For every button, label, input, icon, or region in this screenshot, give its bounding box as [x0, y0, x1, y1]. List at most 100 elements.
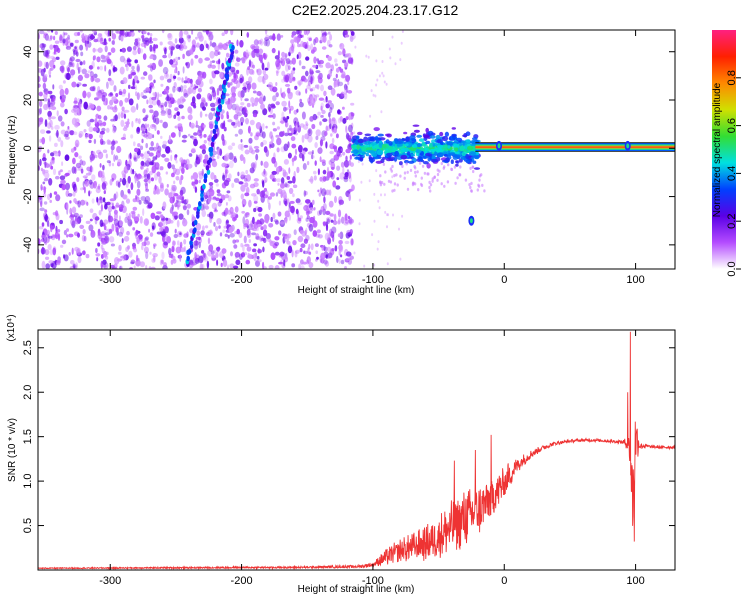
noise-blob — [120, 137, 126, 140]
noise-blob — [221, 62, 225, 70]
noise-blob — [113, 219, 119, 226]
noise-blob — [40, 200, 43, 208]
noise-blob — [153, 43, 156, 52]
noise-blob — [127, 92, 131, 99]
noise-blob — [398, 227, 400, 231]
noise-blob — [162, 140, 168, 146]
noise-blob — [231, 182, 235, 188]
noise-blob — [263, 224, 267, 230]
noise-blob — [225, 101, 231, 105]
noise-blob — [97, 151, 104, 160]
streak-mark — [202, 183, 206, 190]
noise-blob — [184, 76, 188, 81]
cluster-blob — [356, 144, 361, 150]
noise-blob — [111, 202, 114, 210]
noise-blob — [247, 252, 250, 259]
noise-blob — [130, 86, 136, 90]
noise-blob — [338, 240, 343, 245]
noise-blob — [269, 131, 273, 139]
noise-blob — [262, 246, 265, 253]
noise-blob — [167, 32, 173, 41]
noise-blob — [181, 196, 184, 204]
noise-blob — [142, 30, 147, 35]
noise-blob — [327, 100, 332, 104]
cluster-blob — [375, 140, 380, 144]
noise-blob — [333, 127, 337, 133]
cluster-blob — [425, 152, 432, 157]
cluster-blob — [455, 160, 460, 164]
noise-blob — [256, 68, 262, 76]
noise-blob — [133, 75, 139, 84]
noise-blob — [134, 176, 137, 184]
cluster-blob — [350, 145, 356, 149]
noise-blob — [147, 32, 150, 36]
noise-blob — [144, 157, 150, 163]
noise-blob — [108, 228, 113, 234]
noise-blob — [70, 218, 75, 226]
noise-blob — [346, 229, 352, 235]
noise-blob — [385, 82, 388, 86]
noise-blob — [83, 186, 86, 194]
streak-mark — [208, 157, 213, 163]
noise-blob — [143, 37, 150, 43]
noise-blob — [72, 48, 76, 52]
noise-blob — [121, 238, 124, 244]
scatter-blob — [393, 182, 397, 186]
noise-blob — [59, 169, 63, 173]
noise-blob — [122, 88, 127, 95]
noise-blob — [280, 221, 285, 225]
noise-blob — [94, 216, 100, 221]
noise-blob — [106, 57, 111, 63]
noise-blob — [149, 109, 154, 114]
noise-blob — [61, 184, 67, 191]
noise-blob — [76, 168, 82, 172]
noise-blob — [325, 125, 328, 132]
y-tick-label: 0 — [22, 145, 34, 151]
noise-blob — [76, 83, 80, 88]
noise-blob — [302, 261, 308, 265]
noise-blob — [99, 138, 104, 145]
noise-blob — [337, 218, 341, 224]
noise-blob — [136, 127, 141, 134]
scatter-blob — [450, 167, 453, 171]
noise-blob — [65, 72, 71, 80]
noise-blob — [235, 239, 240, 243]
scatter-blob — [429, 189, 432, 193]
noise-blob — [253, 253, 257, 259]
noise-blob — [38, 108, 42, 116]
noise-blob — [76, 108, 82, 116]
scatter-blob — [396, 183, 399, 187]
noise-blob — [347, 57, 353, 64]
noise-blob — [253, 207, 257, 213]
noise-blob — [134, 84, 138, 91]
cluster-blob — [450, 159, 454, 164]
noise-blob — [323, 196, 326, 204]
noise-blob — [215, 197, 220, 202]
noise-blob — [152, 37, 158, 42]
cluster-blob — [435, 147, 443, 153]
noise-blob — [278, 200, 281, 206]
noise-blob — [146, 173, 151, 180]
noise-blob — [348, 193, 352, 202]
cluster-blob — [396, 143, 403, 147]
noise-blob — [233, 72, 237, 79]
noise-blob — [252, 64, 255, 69]
noise-blob — [384, 210, 387, 214]
noise-blob — [287, 127, 290, 134]
scatter-blob — [423, 171, 427, 175]
noise-blob — [91, 198, 95, 204]
noise-blob — [255, 236, 261, 241]
noise-blob — [137, 173, 142, 180]
noise-blob — [176, 200, 182, 204]
noise-blob — [199, 111, 203, 118]
noise-blob — [305, 208, 310, 216]
noise-blob — [269, 141, 273, 145]
noise-blob — [264, 37, 269, 41]
noise-blob — [167, 33, 172, 39]
noise-blob — [288, 78, 293, 84]
noise-blob — [167, 53, 172, 59]
y-tick-label: 1.0 — [22, 473, 34, 488]
noise-blob — [46, 220, 50, 228]
noise-blob — [82, 181, 85, 187]
noise-blob — [177, 230, 183, 238]
